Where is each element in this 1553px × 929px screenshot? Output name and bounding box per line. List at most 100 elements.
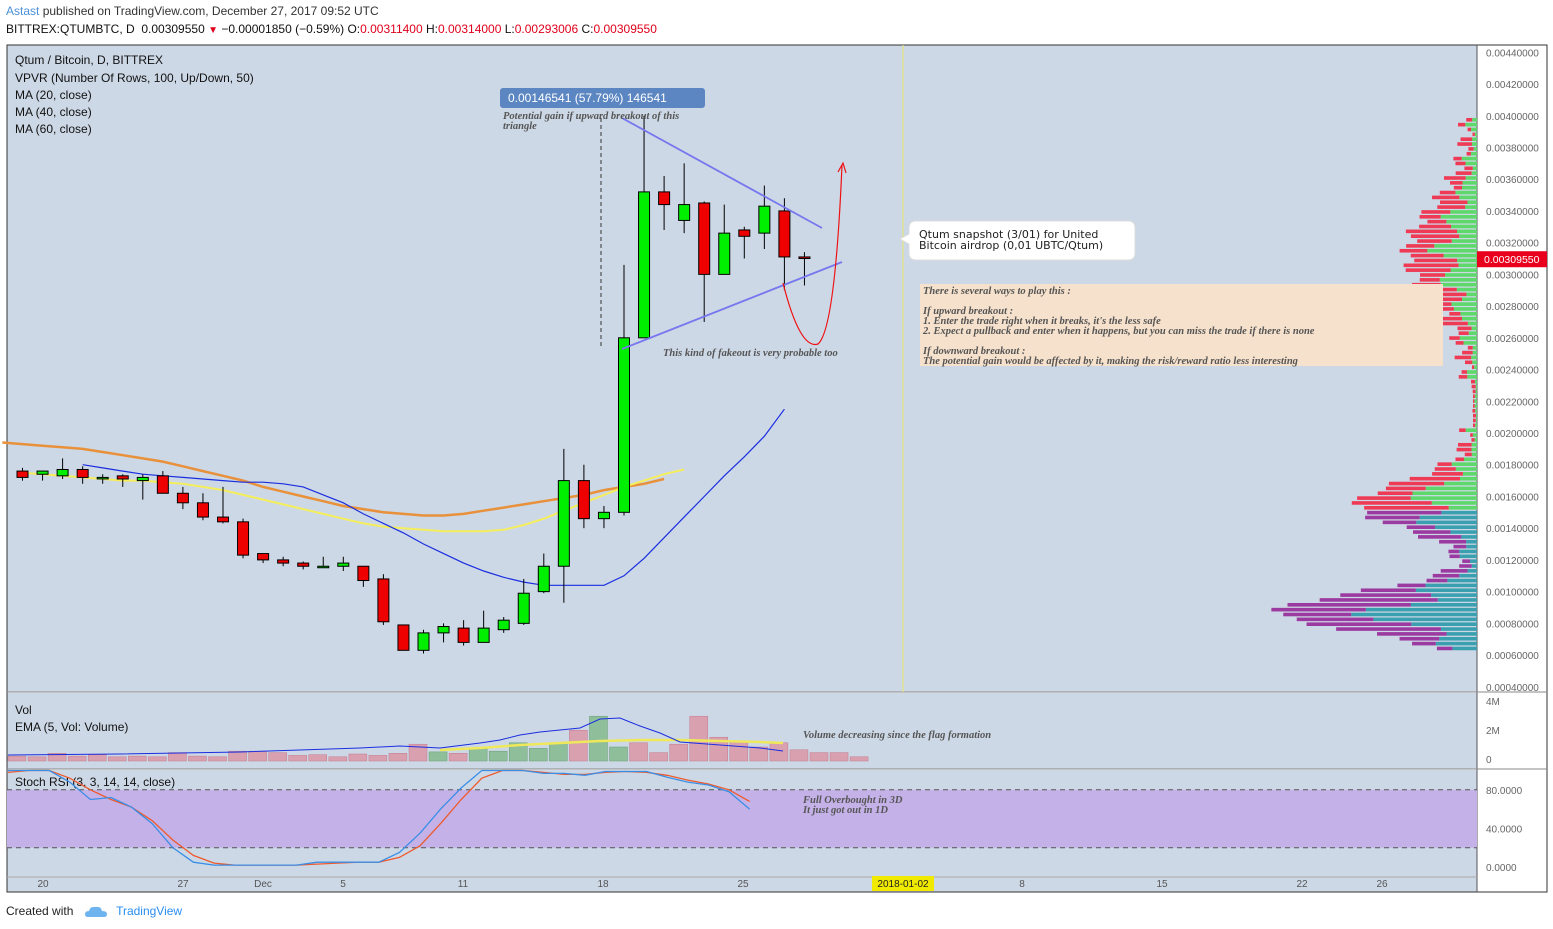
time-tick: 20	[37, 879, 49, 890]
tradingview-link[interactable]: TradingView	[116, 904, 183, 918]
candle-down	[217, 516, 229, 523]
vpvr-down-bar	[1432, 195, 1460, 200]
vpvr-down-bar	[1464, 166, 1473, 171]
volume-bar	[488, 750, 508, 762]
vpvr-up-bar	[1455, 467, 1477, 471]
price-tick: 0.00420000	[1486, 80, 1539, 91]
candle-up	[517, 592, 530, 624]
vpvr-up-bar	[1468, 331, 1477, 335]
vpvr-down-bar	[1460, 137, 1473, 141]
vpvr-down-bar	[1412, 641, 1436, 646]
volume-ema-title: EMA (5, Vol: Volume)	[15, 720, 128, 734]
vpvr-down-bar	[1473, 394, 1475, 399]
vpvr-up-bar	[1475, 389, 1477, 394]
volume-bar	[729, 741, 749, 762]
volume-bar	[47, 753, 67, 762]
vpvr-down-bar	[1319, 598, 1438, 602]
vpvr-up-bar	[1415, 588, 1477, 593]
price-tick: 0.00340000	[1486, 207, 1539, 218]
volume-bar	[87, 754, 107, 762]
vpvr-up-bar	[1431, 501, 1477, 505]
vpvr-up-bar	[1459, 549, 1477, 554]
vpvr-up-bar	[1435, 525, 1477, 529]
vpvr-down-bar	[1459, 564, 1472, 568]
volume-bar	[789, 749, 809, 762]
vpvr-down-bar	[1409, 476, 1460, 481]
strategy-line: The potential gain would be affected by …	[923, 356, 1298, 367]
vpvr-up-bar	[1461, 297, 1477, 302]
projection-path	[782, 164, 843, 346]
volume-bars	[7, 715, 869, 762]
vpvr-up-bar	[1456, 287, 1477, 292]
vpvr-up-bar	[1465, 122, 1477, 127]
time-tick: 22	[1296, 879, 1308, 890]
candle-down	[357, 565, 370, 582]
candle-down	[397, 624, 410, 651]
candle-up	[96, 476, 109, 480]
vpvr-up-bar	[1463, 457, 1477, 462]
vpvr-down-bar	[1457, 442, 1472, 447]
low-label: L:	[504, 22, 515, 36]
volume-tick: 2M	[1486, 726, 1500, 737]
vpvr-down-bar	[1455, 341, 1464, 345]
candle-down	[237, 521, 250, 556]
volume-bar	[188, 755, 207, 762]
candle-up	[136, 476, 149, 482]
time-tick: 26	[1376, 879, 1388, 890]
vpvr-down-bar	[1306, 622, 1412, 626]
volume-bar	[829, 752, 849, 762]
vpvr-up-bar	[1457, 258, 1477, 263]
vpvr-up-bar	[1474, 394, 1477, 399]
price-tick: 0.00320000	[1486, 239, 1539, 250]
time-tick: 25	[737, 879, 749, 890]
vpvr-up-bar	[1465, 161, 1477, 166]
stoch-tick: 40.0000	[1486, 824, 1523, 835]
author-link[interactable]: Astast	[6, 4, 40, 18]
vpvr-up-bar	[1451, 462, 1477, 466]
vpvr-down-bar	[1430, 297, 1462, 302]
vpvr-up-bar	[1471, 127, 1477, 132]
vpvr-up-bar	[1452, 646, 1477, 651]
date-highlight-box	[872, 876, 934, 891]
vpvr-down-bar	[1351, 501, 1432, 505]
symbol-bar: BITTREX:QTUMBTC, D 0.00309550 ▼ −0.00001…	[6, 22, 657, 36]
vpvr-down-bar	[1410, 234, 1460, 238]
legend-item: MA (40, close)	[15, 105, 92, 119]
vpvr-down-bar	[1465, 360, 1473, 365]
vpvr-down-bar	[1443, 176, 1466, 180]
vpvr-down-bar	[1455, 161, 1466, 166]
vpvr-up-bar	[1462, 472, 1477, 476]
vpvr-up-bar	[1475, 413, 1477, 418]
vpvr-up-bar	[1472, 345, 1477, 350]
vpvr-down-bar	[1453, 156, 1462, 161]
vpvr-up-bar	[1471, 442, 1477, 447]
volume-bar	[609, 746, 628, 762]
strategy-line: If downward breakout :	[922, 346, 1025, 357]
volume-bar	[7, 755, 27, 762]
vpvr-down-bar	[1472, 389, 1476, 394]
vpvr-down-bar	[1466, 118, 1473, 122]
vpvr-up-bar	[1472, 360, 1477, 365]
vpvr-down-bar	[1449, 554, 1460, 559]
vpvr-down-bar	[1450, 181, 1463, 185]
vpvr-up-bar	[1467, 569, 1477, 573]
candle-down	[798, 256, 811, 260]
vpvr-down-bar	[1468, 147, 1474, 151]
volume-bar	[148, 756, 167, 762]
price-tick: 0.00060000	[1486, 651, 1539, 662]
vpvr-down-bar	[1441, 307, 1454, 311]
vpvr-up-bar	[1441, 510, 1477, 515]
price-tick: 0.00180000	[1486, 461, 1539, 472]
chart-frame	[6, 44, 1548, 893]
vpvr-up-bar	[1453, 307, 1477, 311]
price-tick: 0.00260000	[1486, 334, 1539, 345]
price-tick: 0.00280000	[1486, 302, 1539, 313]
price-tick: 0.00300000	[1486, 270, 1539, 281]
vpvr-up-bar	[1461, 316, 1477, 321]
candle-up	[56, 468, 69, 477]
price-tick: 0.00400000	[1486, 112, 1539, 123]
vpvr-up-bar	[1461, 535, 1477, 539]
date-highlight-label: 2018-01-02	[877, 879, 929, 890]
vpvr-down-bar	[1357, 496, 1411, 500]
